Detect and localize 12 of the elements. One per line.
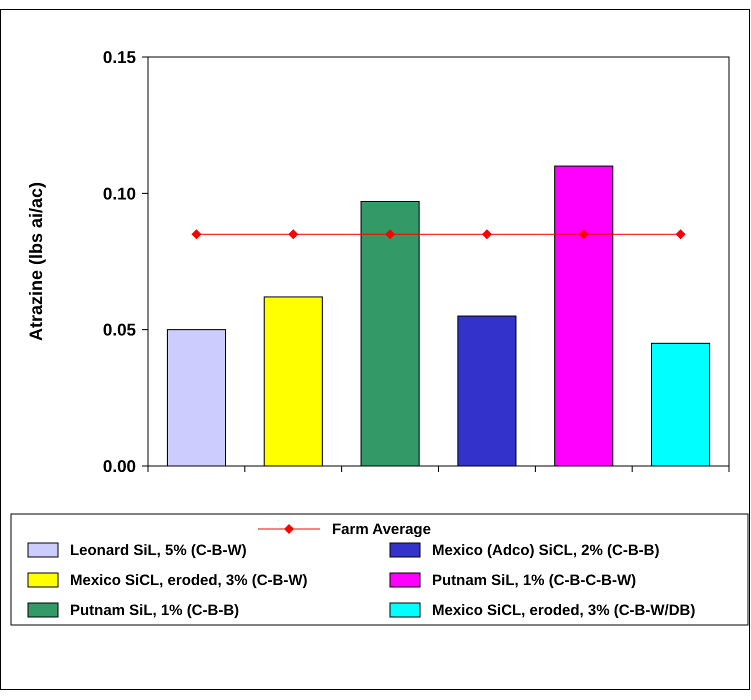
legend-label: Putnam SiL, 1% (C-B-C-B-W) <box>432 572 636 589</box>
y-tick-label: 0.15 <box>102 48 136 67</box>
legend-label: Mexico SiCL, eroded, 3% (C-B-W) <box>70 572 308 589</box>
legend-label: Mexico SiCL, eroded, 3% (C-B-W/DB) <box>432 602 696 619</box>
y-axis-title: Atrazine (lbs ai/ac) <box>26 182 46 342</box>
y-tick-label: 0.10 <box>102 184 136 204</box>
legend-label: Farm Average <box>332 521 431 538</box>
legend-label: Leonard SiL, 5% (C-B-W) <box>70 542 247 559</box>
y-tick-label: 0.05 <box>102 320 136 340</box>
legend-label: Putnam SiL, 1% (C-B-B) <box>70 602 240 619</box>
y-tick-label: 0.00 <box>102 456 136 476</box>
legend-label: Mexico (Adco) SiCL, 2% (C-B-B) <box>432 542 660 559</box>
